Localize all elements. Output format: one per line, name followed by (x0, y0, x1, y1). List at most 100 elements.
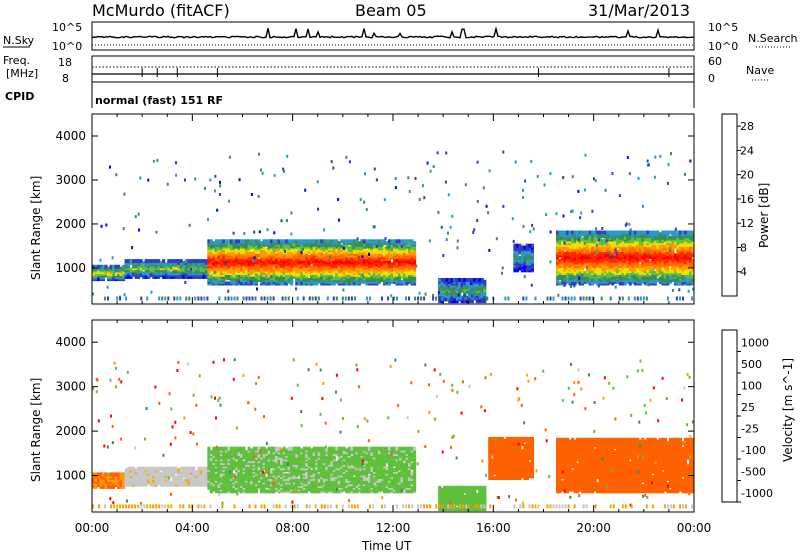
echo-cell (598, 234, 602, 238)
echo-cell (616, 241, 620, 246)
echo-cell (177, 482, 181, 487)
echo-cell (523, 245, 527, 250)
echo-cell (169, 473, 173, 478)
echo-cell (661, 262, 665, 267)
echo-cell (563, 251, 567, 256)
echo-cell (232, 244, 236, 249)
echo-cell (94, 484, 98, 489)
echo-cell (523, 261, 527, 266)
echo-speck (216, 208, 219, 212)
echo-cell (618, 230, 622, 235)
echo-cell (129, 267, 133, 272)
echo-cell (235, 278, 238, 282)
echo-speck (252, 259, 255, 263)
echo-speck (218, 193, 221, 196)
nave-label: Nave (746, 64, 774, 77)
echo-cell (671, 242, 675, 247)
echo-cell (217, 265, 221, 270)
echo-cell (139, 259, 143, 264)
echo-speck (329, 255, 332, 259)
echo-speck (688, 281, 691, 285)
echo-cell (638, 237, 642, 242)
echo-cell (681, 258, 685, 263)
echo-cell (656, 260, 660, 265)
echo-cell (292, 267, 296, 272)
echo-cell (410, 256, 414, 261)
echo-cell (445, 278, 449, 282)
echo-cell (295, 258, 299, 263)
echo-cell (598, 230, 602, 235)
echo-cell (593, 235, 597, 240)
echo-speck (583, 188, 586, 192)
echo-cell (483, 279, 487, 284)
echo-cell (658, 255, 662, 260)
echo-speck (365, 296, 368, 301)
echo-speck (418, 197, 421, 201)
echo-speck (214, 174, 217, 178)
echo-speck (238, 178, 241, 182)
echo-cell (182, 479, 186, 484)
echo-speck (436, 151, 439, 155)
echo-speck (175, 173, 178, 177)
echo-cell (112, 264, 116, 269)
echo-speck (330, 160, 333, 164)
echo-cell (227, 242, 231, 247)
echo-cell (628, 256, 632, 261)
echo-cell (631, 230, 635, 235)
echo-cell (616, 230, 620, 235)
echo-cell (207, 239, 211, 244)
echo-cell (593, 255, 597, 260)
echo-speck (415, 264, 418, 268)
echo-cell (403, 239, 406, 244)
echo-speck (465, 296, 468, 301)
echo-cell (641, 234, 645, 238)
echo-speck (116, 296, 119, 301)
echo-cell (219, 242, 223, 247)
echo-cell (194, 470, 198, 475)
echo-cell (295, 248, 299, 253)
echo-speck (615, 251, 618, 255)
echo-cell (260, 251, 264, 256)
echo-speck (314, 296, 317, 301)
echo-cell (240, 239, 243, 244)
echo-cell (400, 279, 404, 284)
echo-speck (563, 241, 566, 245)
echo-cell (315, 265, 319, 270)
echo-speck (563, 283, 566, 287)
echo-speck (449, 225, 452, 229)
echo-cell (445, 290, 449, 295)
echo-cell (157, 274, 161, 279)
echo-cell (102, 472, 105, 477)
echo-cell (305, 256, 309, 261)
echo-speck (197, 296, 200, 301)
echo-cell (224, 253, 228, 258)
echo-cell (681, 274, 685, 279)
echo-speck (337, 197, 340, 201)
echo-cell (262, 269, 266, 274)
echo-cell (450, 286, 454, 291)
y-tick-label: 2000 (55, 217, 86, 231)
echo-speck (629, 228, 632, 232)
echo-speck (418, 291, 421, 295)
echo-cell (651, 269, 655, 274)
echo-cell (661, 230, 665, 235)
echo-cell (586, 230, 590, 235)
echo-cell (97, 264, 100, 269)
echo-cell (207, 482, 211, 487)
echo-speck (642, 296, 645, 301)
echo-cell (127, 480, 131, 485)
echo-cell (405, 281, 409, 286)
echo-cell (237, 239, 241, 244)
echo-cell (518, 256, 522, 260)
echo-cell (465, 281, 469, 286)
power-cbar-tick-label: 16 (740, 193, 754, 206)
echo-cell (689, 242, 692, 247)
echo-speck (251, 296, 254, 301)
echo-cell (653, 230, 657, 235)
echo-cell (272, 239, 276, 244)
echo-cell (576, 256, 580, 261)
echo-cell (628, 248, 632, 253)
echo-speck (122, 227, 125, 231)
echo-speck (359, 198, 362, 201)
echo-speck (514, 160, 517, 164)
